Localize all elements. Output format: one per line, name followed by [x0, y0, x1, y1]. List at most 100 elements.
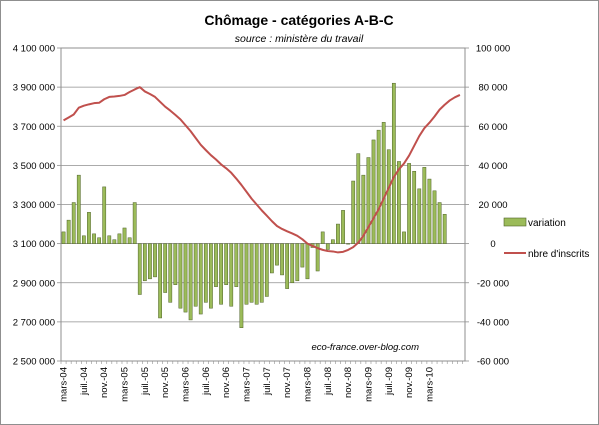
right-tick-label: -40 000 — [477, 317, 509, 328]
bar — [264, 243, 269, 297]
left-axis: 2 500 000 2 700 000 2 900 000 3 100 000 3 30… — [13, 44, 61, 368]
bar — [356, 153, 361, 244]
bar — [158, 243, 162, 319]
bar — [442, 214, 447, 244]
x-tick-label: mars-04 — [59, 367, 70, 402]
x-tick-label: nov.-05 — [160, 367, 171, 398]
bar — [76, 174, 81, 244]
right-tick-label: -20 000 — [477, 278, 509, 289]
bar — [117, 233, 122, 244]
gridlines — [61, 86, 465, 323]
bar — [432, 190, 437, 244]
bar — [366, 157, 371, 244]
bar — [148, 243, 152, 280]
bar — [193, 243, 198, 307]
left-tick-label: 3 700 000 — [13, 122, 55, 133]
left-tick-label: 3 100 000 — [13, 239, 55, 250]
bar — [341, 210, 345, 244]
bar — [92, 233, 96, 244]
bar — [275, 243, 279, 266]
right-tick-label: 0 — [490, 239, 495, 250]
bar — [188, 243, 193, 321]
x-tick-label: mars-08 — [302, 367, 313, 402]
bar — [81, 235, 86, 244]
chart-title: Chômage - catégories A-B-C — [204, 12, 393, 28]
line-series — [63, 86, 461, 254]
bar — [102, 186, 107, 244]
bar — [422, 167, 427, 244]
right-tick-label: 20 000 — [478, 200, 507, 211]
bar — [178, 243, 183, 309]
right-axis: -60 000 -40 000 -20 000 0 20 000 40 000 60 000… — [465, 44, 510, 368]
bar — [173, 243, 178, 285]
left-tick-label: 3 300 000 — [13, 200, 55, 211]
bar — [168, 243, 173, 303]
bar — [325, 243, 330, 250]
bar — [203, 243, 208, 303]
left-tick-label: 2 500 000 — [13, 357, 55, 368]
x-tick-label: mars-06 — [181, 367, 192, 402]
bar — [66, 219, 71, 244]
x-tick-label: nov.-09 — [404, 367, 415, 398]
bar — [259, 243, 264, 303]
bar — [163, 243, 168, 293]
bar — [361, 174, 366, 244]
bar — [209, 243, 213, 309]
bar — [219, 243, 223, 305]
bar — [371, 139, 376, 244]
chart-subtitle: source : ministère du travail — [235, 33, 364, 45]
x-axis: mars-04 juil.-04 nov.-04 mars-05 juil.-05 nov… — [59, 361, 463, 402]
left-tick-label: 3 900 000 — [13, 83, 55, 94]
x-tick-label: mars-10 — [424, 367, 435, 402]
left-tick-label: 3 500 000 — [13, 161, 55, 172]
bar — [437, 202, 442, 244]
bar — [351, 180, 356, 244]
bar — [386, 149, 391, 244]
bar — [391, 82, 396, 244]
x-tick-label: nov.-08 — [343, 367, 354, 398]
right-tick-label: 80 000 — [478, 83, 507, 94]
bar — [137, 243, 142, 295]
bar — [249, 243, 254, 303]
bar — [61, 231, 66, 244]
bar — [320, 231, 325, 244]
bar — [97, 237, 101, 244]
right-tick-label: -60 000 — [477, 357, 509, 368]
bar — [280, 243, 284, 276]
watermark: eco-france.over-blog.com — [311, 342, 419, 353]
bar — [381, 122, 386, 244]
bar — [270, 243, 274, 274]
right-tick-label: 40 000 — [478, 161, 507, 172]
x-tick-label: juil.-04 — [79, 367, 90, 396]
bar — [214, 243, 218, 287]
bar — [87, 212, 91, 244]
bar — [285, 243, 290, 289]
bar — [229, 243, 234, 307]
right-tick-label: 100 000 — [476, 44, 510, 55]
bar — [330, 239, 335, 244]
bar — [417, 188, 422, 244]
bar — [290, 243, 295, 283]
x-tick-label: juil.-07 — [262, 367, 273, 396]
bar — [376, 129, 381, 244]
bar — [427, 178, 432, 244]
series-line — [63, 86, 461, 254]
bar — [107, 235, 112, 244]
bar — [112, 239, 117, 244]
bar — [336, 223, 340, 244]
x-tick-label: nov.-06 — [221, 367, 232, 398]
left-tick-label: 2 700 000 — [13, 317, 55, 328]
bar — [300, 243, 305, 268]
bar — [295, 243, 300, 282]
bar — [407, 163, 411, 244]
legend-swatch-variation — [503, 217, 527, 227]
x-tick-label: mars-05 — [120, 367, 131, 402]
bar — [412, 170, 417, 244]
bar — [315, 243, 320, 272]
right-tick-label: 60 000 — [478, 122, 507, 133]
x-tick-label: juil.-05 — [140, 367, 151, 396]
bar — [305, 243, 310, 280]
bar — [71, 202, 76, 244]
